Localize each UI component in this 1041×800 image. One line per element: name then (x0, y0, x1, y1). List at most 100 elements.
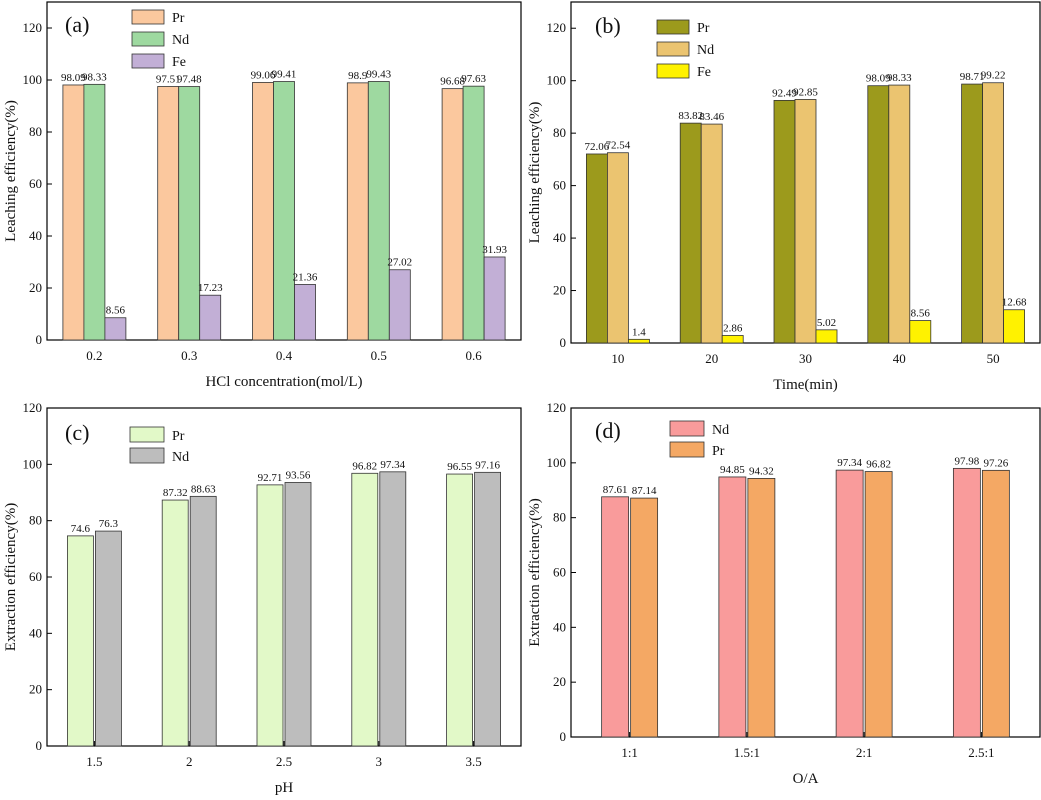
bar (773, 99, 796, 344)
bar (199, 294, 222, 341)
y-tick-label: 80 (553, 510, 566, 525)
bar (586, 153, 608, 344)
bar (367, 81, 390, 341)
data-label: 99.41 (272, 69, 297, 81)
data-label: 72.06 (585, 141, 610, 153)
x-tick-label: 2.5:1 (968, 745, 994, 760)
panel-label: (d) (595, 418, 621, 443)
y-tick-label: 0 (560, 335, 567, 350)
data-label: 94.85 (720, 464, 745, 476)
bar (867, 85, 890, 344)
data-label: 97.26 (984, 457, 1009, 469)
y-tick-label: 0 (560, 729, 567, 744)
y-axis-title: Extraction efficiency(%) (3, 503, 19, 651)
y-tick-label: 60 (553, 178, 566, 193)
bar (628, 338, 650, 344)
bar (982, 82, 1004, 344)
y-tick-label: 20 (553, 674, 566, 689)
data-label: 74.6 (71, 523, 91, 535)
bar (607, 152, 629, 344)
data-label: 83.46 (699, 111, 724, 123)
bar (630, 497, 659, 738)
data-label: 93.56 (286, 469, 311, 481)
data-label: 92.71 (258, 472, 283, 484)
bar (462, 85, 485, 341)
data-label: 8.56 (911, 308, 931, 320)
data-label: 87.14 (632, 485, 657, 497)
data-label: 98.09 (866, 73, 891, 85)
data-label: 8.56 (106, 305, 126, 317)
bar (888, 84, 911, 344)
chart-panel-4: 0 20 40 60 80 100 120 Extraction efficiency(%) O… (527, 400, 1041, 787)
x-tick-label: 2.5 (276, 754, 292, 769)
x-tick-label: 0.6 (465, 348, 482, 363)
chart-panel-1: 0 20 40 60 80 100 120 Leaching efficiency(%) HCl… (3, 1, 522, 390)
data-label: 98.9 (348, 70, 368, 82)
data-label: 97.63 (461, 73, 486, 85)
y-tick-label: 40 (29, 625, 42, 640)
data-label: 98.33 (82, 71, 107, 83)
legend-swatch (131, 31, 165, 47)
data-label: 83.82 (678, 110, 703, 122)
data-label: 97.48 (177, 74, 202, 86)
legend-label: Nd (697, 43, 714, 58)
x-tick-label: 1.5 (86, 754, 102, 769)
bar (864, 471, 893, 738)
data-label: 88.63 (191, 483, 216, 495)
bar (679, 122, 702, 344)
data-label: 87.61 (603, 484, 628, 496)
data-label: 92.49 (772, 87, 797, 99)
bar (981, 469, 1010, 738)
y-tick-label: 100 (23, 72, 43, 87)
data-label: 97.98 (955, 455, 980, 467)
legend-label: Nd (172, 450, 189, 465)
legend-label: Pr (172, 11, 185, 26)
data-label: 87.32 (163, 487, 188, 499)
x-tick-label: 0.5 (371, 348, 387, 363)
x-axis-title: Time(min) (773, 377, 837, 393)
bar (161, 499, 189, 747)
y-tick-label: 0 (36, 332, 43, 347)
x-tick-label: 10 (611, 351, 624, 366)
legend-swatch (669, 441, 705, 458)
data-label: 98.09 (61, 72, 86, 84)
y-tick-label: 40 (553, 619, 566, 634)
data-label: 98.33 (887, 72, 912, 84)
bar (909, 320, 932, 344)
bar (721, 335, 744, 344)
bar (794, 99, 817, 344)
bar (815, 329, 838, 344)
bar (284, 482, 312, 747)
data-label: 99.06 (251, 69, 276, 81)
y-tick-label: 20 (553, 283, 566, 298)
y-tick-label: 100 (547, 73, 567, 88)
bar (952, 467, 981, 738)
data-label: 2.86 (723, 322, 743, 334)
bar (388, 269, 411, 341)
bar (178, 86, 201, 341)
x-tick-label: 0.2 (86, 348, 102, 363)
x-axis-title: HCl concentration(mol/L) (205, 374, 362, 390)
chart-panel-3: 0 20 40 60 80 100 120 Extraction efficiency(%) p… (3, 400, 522, 796)
legend-label: Nd (172, 33, 189, 48)
bar (83, 83, 106, 341)
legend-label: Pr (697, 21, 710, 36)
legend-swatch (129, 426, 165, 443)
y-tick-label: 60 (29, 569, 42, 584)
y-tick-label: 80 (29, 124, 42, 139)
legend-label: Pr (712, 444, 725, 459)
data-label: 97.34 (380, 459, 405, 471)
legend-swatch (129, 447, 165, 464)
data-label: 99.22 (981, 70, 1006, 82)
legend-label: Fe (697, 65, 711, 80)
x-tick-label: 0.3 (181, 348, 197, 363)
y-tick-label: 120 (547, 400, 567, 415)
data-label: 5.02 (817, 317, 836, 329)
bar (961, 83, 983, 344)
data-label: 21.36 (293, 271, 318, 283)
y-tick-label: 80 (29, 513, 42, 528)
y-tick-label: 120 (23, 400, 43, 415)
bar (718, 476, 747, 738)
y-tick-label: 120 (23, 20, 43, 35)
legend-label: Fe (172, 55, 186, 70)
